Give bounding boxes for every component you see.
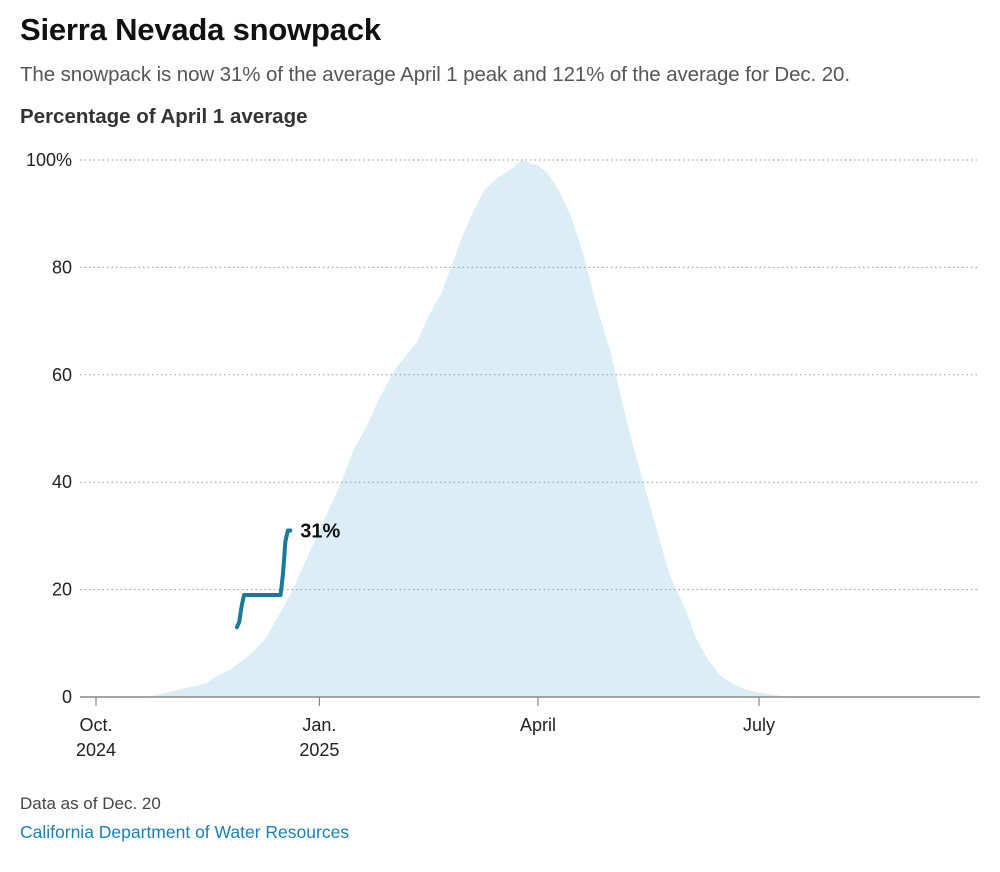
y-tick-label-80: 80: [52, 257, 72, 277]
x-tick-label-3-0: July: [743, 715, 775, 735]
y-tick-label-0: 0: [62, 687, 72, 707]
current-snowpack-line: [234, 528, 293, 630]
area-layer: [96, 160, 980, 697]
chart-title: Sierra Nevada snowpack: [20, 12, 381, 47]
x-tick-label-0-0: Oct.: [79, 715, 112, 735]
axis-layer: 0 20 40 60 80 100% Oct. 2024 Jan. 2025 April July: [26, 150, 980, 760]
x-tick-label-1-0: Jan.: [302, 715, 336, 735]
y-tick-label-40: 40: [52, 472, 72, 492]
average-snowpack-area: [96, 160, 980, 697]
y-tick-label-100: 100%: [26, 150, 72, 170]
current-value-label: 31%: [300, 521, 340, 543]
x-tick-label-0-1: 2024: [76, 740, 116, 760]
y-tick-label-60: 60: [52, 365, 72, 385]
x-tick-label-1-1: 2025: [299, 740, 339, 760]
chart-subtitle: The snowpack is now 31% of the average A…: [20, 63, 850, 86]
snowpack-chart: 31% 0 20 40 60 80 100% Oct. 2024 Jan. 2025 April Ju…: [26, 150, 980, 760]
y-axis-label: Percentage of April 1 average: [20, 105, 308, 128]
x-tick-label-2-0: April: [520, 715, 556, 735]
data-date-note: Data as of Dec. 20: [20, 794, 161, 813]
y-tick-label-20: 20: [52, 580, 72, 600]
grid-layer: [80, 159, 980, 591]
line-layer: 31%: [234, 521, 341, 630]
source-link[interactable]: California Department of Water Resources: [20, 822, 350, 842]
